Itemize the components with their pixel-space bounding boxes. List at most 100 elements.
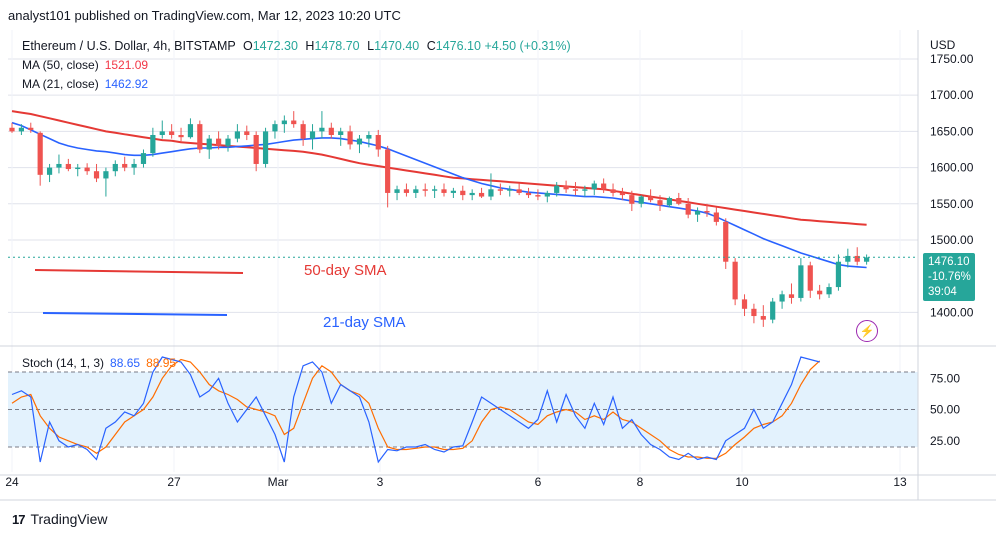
candle-body (37, 132, 43, 175)
candle-body (169, 131, 175, 135)
candle-body (601, 183, 607, 190)
candle-body (544, 192, 550, 197)
candle-body (685, 203, 691, 215)
candle-body (56, 163, 62, 168)
candle-body (103, 171, 109, 179)
annotation-21sma-line (42, 312, 228, 316)
candle-body (723, 221, 729, 262)
ma50-legend[interactable]: MA (50, close) 1521.09 (22, 58, 148, 72)
candle-body (798, 265, 804, 298)
symbol-title: Ethereum / U.S. Dollar, 4h, BITSTAMP (22, 39, 236, 53)
candle-body (122, 163, 128, 168)
stoch-tick-label: 50.00 (930, 403, 960, 417)
candle-body (751, 308, 757, 317)
price-tick-label: 1400.00 (930, 305, 974, 319)
candle-body (309, 131, 316, 139)
annotations: 50-day SMA 21-day SMA (8, 256, 918, 331)
candle-body (817, 290, 823, 295)
candle-body (291, 120, 297, 125)
badge-change: -10.76% (928, 271, 971, 283)
candle-body (150, 135, 156, 154)
stoch-legend[interactable]: Stoch (14, 1, 3) 88.65 88.95 (22, 356, 176, 370)
candle-body (234, 131, 240, 139)
annotation-21sma-label: 21-day SMA (323, 314, 406, 331)
tradingview-logo-icon: 17 (12, 511, 26, 527)
published-caption: analyst101 published on TradingView.com,… (8, 8, 401, 23)
ma21-legend[interactable]: MA (21, close) 1462.92 (22, 77, 148, 91)
candle-body (9, 127, 15, 132)
currency-label[interactable]: USD (930, 38, 956, 52)
time-tick-label: 27 (167, 475, 181, 489)
candle-body (563, 185, 569, 190)
candle-body (516, 189, 522, 193)
candle-body (554, 185, 560, 193)
candle-body (713, 212, 719, 222)
candle-body (469, 192, 475, 196)
ma50-value: 1521.09 (104, 58, 149, 72)
candle-body (93, 171, 100, 179)
stoch-lines (11, 356, 821, 464)
candle-body (478, 192, 485, 197)
time-tick-label: 3 (377, 475, 384, 489)
candle-body (347, 131, 353, 145)
candles (9, 111, 870, 327)
annotation-50sma-line (34, 269, 244, 274)
ma50-label: MA (50, close) (22, 58, 99, 72)
flash-icon[interactable]: ⚡ (856, 320, 878, 342)
ohlc-change: +4.50 (+0.31%) (484, 39, 571, 53)
time-tick-label: 10 (735, 475, 749, 489)
candle-body (854, 255, 860, 262)
candle-body (140, 153, 147, 164)
price-tick-label: 1650.00 (930, 124, 974, 138)
ma21-line (11, 121, 867, 269)
candle-body (356, 138, 363, 145)
candle-body (112, 163, 118, 172)
stoch-panel (8, 371, 918, 448)
candle-body (300, 124, 306, 139)
stoch-d-line (11, 358, 821, 459)
candle-body (629, 195, 635, 204)
candle-body (385, 149, 391, 193)
ohlc-c-label: C (426, 39, 436, 53)
candle-body (826, 287, 832, 295)
candle-body (432, 189, 438, 191)
candle-body (507, 189, 513, 191)
price-tick-label: 1600.00 (930, 161, 974, 175)
annotation-50sma-label: 50-day SMA (304, 262, 387, 279)
candle-body (413, 189, 419, 193)
stoch-label: Stoch (14, 1, 3) (22, 356, 105, 370)
candle-body (610, 189, 616, 193)
candle-body (131, 163, 137, 168)
price-tick-label: 1700.00 (930, 88, 974, 102)
ohlc-o-label: O (243, 39, 253, 53)
time-tick-label: Mar (268, 475, 289, 489)
candle-body (197, 124, 203, 150)
candle-body (450, 190, 456, 193)
candle-body (328, 127, 334, 135)
candle-body (845, 255, 851, 262)
ma21-value: 1462.92 (104, 77, 149, 91)
candle-body (46, 167, 53, 175)
candle-body (835, 261, 842, 288)
candle-body (253, 135, 259, 164)
candle-body (216, 138, 222, 146)
time-tick-label: 6 (535, 475, 542, 489)
price-tick-label: 1500.00 (930, 233, 974, 247)
candle-body (65, 163, 71, 170)
badge-countdown: 39:04 (928, 286, 957, 298)
candle-body (394, 189, 400, 193)
candle-body (366, 135, 372, 139)
candle-body (159, 131, 165, 135)
axes: 1750.00 1700.00 1650.00 1600.00 1550.00 1500.… (0, 30, 996, 501)
footer-brand[interactable]: 17 TradingView (12, 511, 108, 527)
stoch-tick-label: 75.00 (930, 371, 960, 385)
candle-body (638, 196, 644, 204)
candle-body (807, 265, 813, 291)
candle-body (28, 127, 34, 130)
candle-body (338, 131, 344, 135)
candle-body (187, 124, 194, 138)
ohlc-high: 1478.70 (314, 39, 360, 53)
stoch-tick-label: 25.00 (930, 434, 960, 448)
candle-body (460, 190, 466, 196)
